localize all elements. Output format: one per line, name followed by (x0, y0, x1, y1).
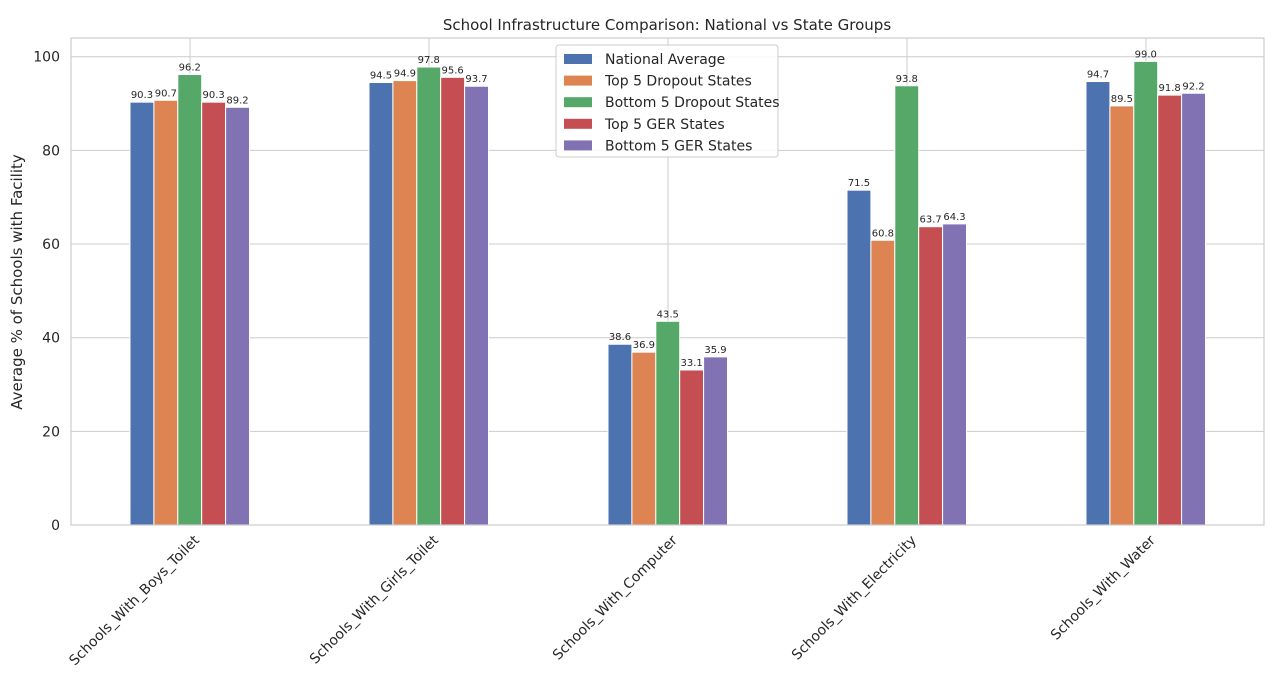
bar-value-label: 93.8 (896, 74, 918, 85)
bar (870, 239, 896, 526)
legend-label: Top 5 Dropout States (604, 74, 752, 90)
x-tick-label: Schools_With_Boys_Toilet (66, 532, 203, 669)
bar-value-label: 94.7 (1087, 70, 1109, 81)
bar-value-label: 36.9 (633, 340, 655, 351)
y-tick-label: 40 (42, 331, 60, 347)
x-tick-label: Schools_With_Girls_Toilet (307, 532, 442, 667)
bar-value-label: 91.8 (1159, 83, 1181, 94)
bar (1133, 60, 1159, 526)
bar (1109, 105, 1135, 526)
legend-swatch (564, 140, 592, 151)
x-tick-label: Schools_With_Electricity (789, 533, 920, 664)
y-tick-label: 80 (42, 143, 60, 159)
bar (177, 74, 203, 526)
bar (655, 320, 681, 526)
y-tick-label: 20 (42, 424, 60, 440)
x-axis-ticks: Schools_With_Boys_Toilet Schools_With_Gir… (66, 532, 1159, 669)
bar-value-label: 89.5 (1111, 94, 1133, 105)
bar-value-label: 97.8 (418, 55, 440, 66)
value-labels-group: 90.3 90.796.290.3 89.294.5 94.997.895.693.7… (131, 49, 1205, 369)
bar-value-label: 99.0 (1135, 49, 1157, 60)
bar (679, 369, 705, 526)
bar (440, 76, 466, 526)
bar (1085, 81, 1111, 526)
x-tick-label: Schools_With_Water (1048, 532, 1159, 643)
bar (153, 99, 179, 526)
bar-value-label: 93.7 (465, 74, 487, 85)
bar-value-label: 35.9 (704, 345, 726, 356)
chart-title: School Infrastructure Comparison: Nation… (443, 16, 891, 34)
bar (392, 80, 418, 526)
bar-value-label: 43.5 (657, 309, 679, 320)
bar (631, 351, 657, 526)
bar-value-label: 63.7 (920, 215, 942, 226)
legend-swatch (564, 54, 592, 64)
y-axis-label: Average % of Schools with Facility (8, 154, 26, 410)
bar-value-label: 96.2 (179, 63, 201, 74)
legend-label: Bottom 5 GER States (605, 138, 752, 154)
bar-value-label: 64.3 (943, 212, 965, 223)
bar-value-label: 60.8 (872, 228, 894, 239)
bar-value-label: 90.7 (155, 88, 177, 99)
y-tick-label: 100 (33, 50, 60, 66)
bar (894, 85, 920, 526)
y-axis-ticks: 0 20 40 60 80 100 (33, 50, 60, 534)
bar (703, 356, 728, 526)
bar (846, 189, 872, 526)
bar-value-label: 95.6 (442, 65, 464, 76)
legend-swatch (564, 97, 592, 108)
bar-value-label: 90.3 (203, 90, 225, 101)
legend-swatch (564, 75, 592, 86)
legend: National Average Top 5 Dropout States Bott… (555, 44, 780, 158)
bar (942, 223, 967, 526)
bar-value-label: 92.2 (1182, 81, 1204, 92)
plot-frame (70, 37, 1265, 526)
bar-value-label: 38.6 (609, 332, 631, 343)
bar (201, 101, 227, 526)
bar-value-label: 71.5 (848, 178, 870, 189)
bar (607, 343, 633, 526)
legend-box (555, 44, 779, 158)
bar (464, 85, 490, 526)
y-tick-label: 0 (51, 518, 60, 534)
bar-value-label: 90.3 (131, 90, 153, 101)
legend-swatch (564, 118, 592, 129)
x-tick-label: Schools_With_Computer (550, 532, 681, 663)
bar (368, 81, 394, 526)
bar (918, 226, 944, 526)
bar (1157, 94, 1183, 526)
bar (416, 66, 442, 526)
legend-label: National Average (605, 52, 725, 68)
y-tick-label: 60 (42, 237, 60, 253)
bar-value-label: 33.1 (681, 358, 703, 369)
bar (129, 101, 155, 526)
bar-value-label: 94.9 (394, 69, 416, 80)
bar (225, 106, 251, 526)
legend-label: Top 5 GER States (604, 117, 725, 133)
legend-label: Bottom 5 Dropout States (605, 95, 780, 111)
bar (1181, 92, 1206, 526)
bar-value-label: 94.5 (370, 70, 392, 81)
bar-value-label: 89.2 (226, 95, 248, 106)
